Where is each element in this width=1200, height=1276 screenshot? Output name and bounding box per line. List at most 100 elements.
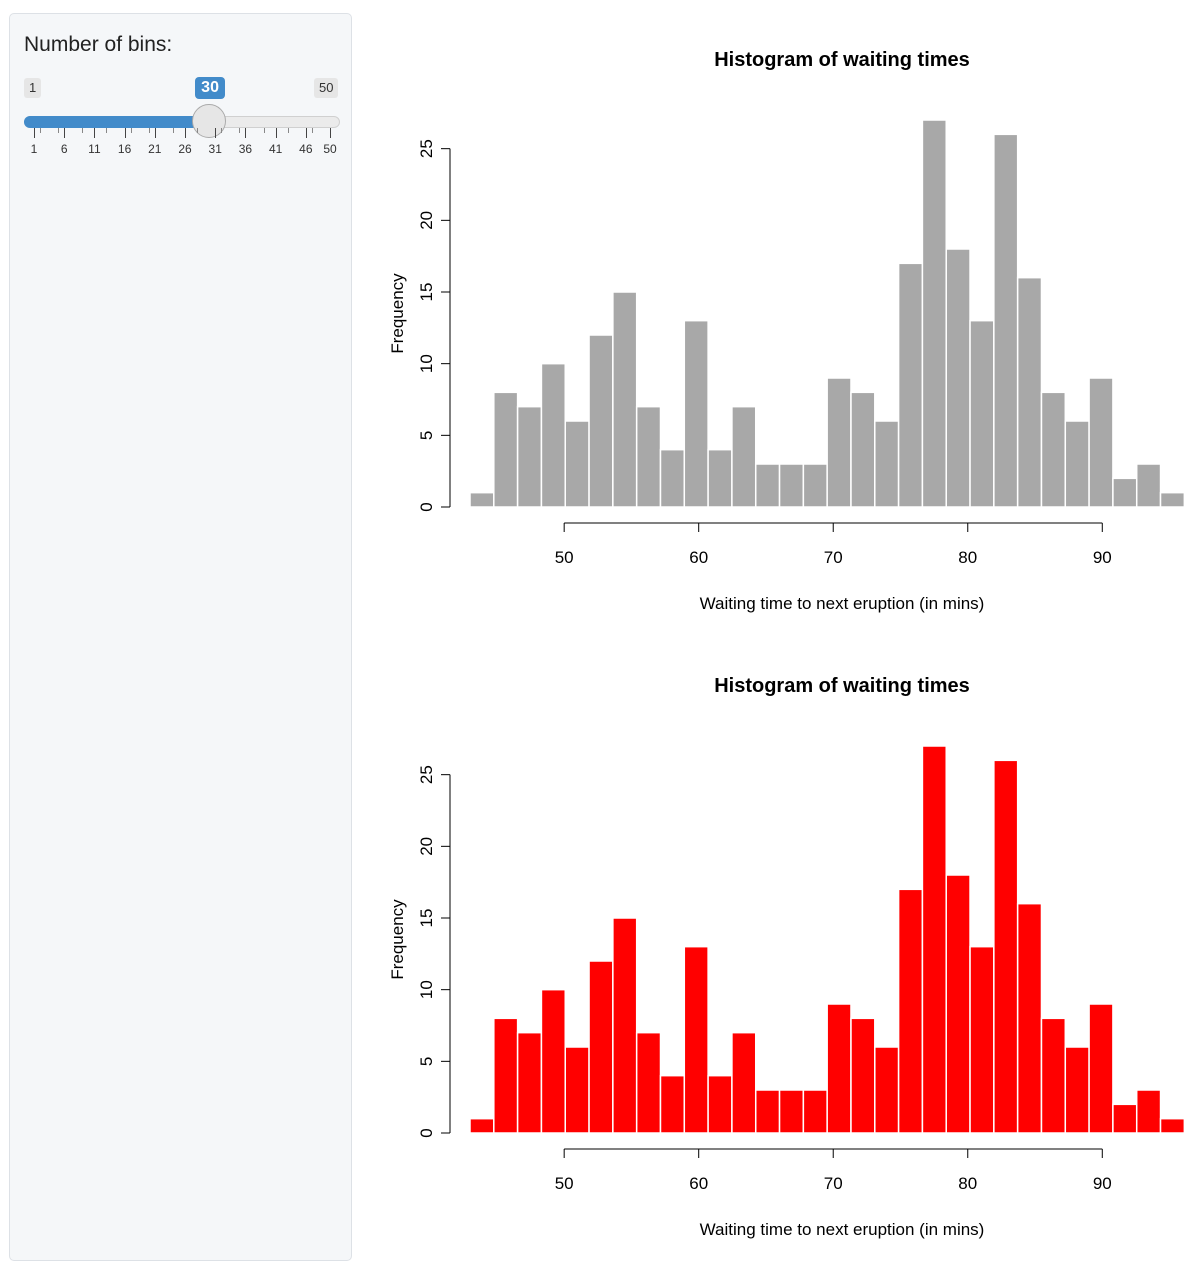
histogram-bar (1016, 902, 1043, 1134)
histogram-bar (540, 362, 566, 508)
histogram-bar (1016, 276, 1043, 508)
histogram-bar (493, 1017, 519, 1134)
histogram-bar (707, 1074, 733, 1134)
histogram-bar (635, 405, 662, 508)
slider-major-tick (330, 128, 331, 138)
histogram-bar (493, 391, 519, 508)
x-tick-label: 70 (824, 548, 843, 567)
y-tick-label: 5 (417, 1057, 436, 1066)
slider-tick-label: 26 (178, 142, 192, 156)
histogram-bar (969, 319, 995, 508)
slider-major-tick (34, 128, 35, 138)
histogram-bar (874, 1046, 900, 1134)
histogram-bar (469, 491, 495, 508)
slider-tick-label: 50 (323, 142, 337, 156)
histogram-bar (564, 420, 590, 508)
histogram-bar (850, 391, 876, 508)
histogram-bar (1040, 391, 1067, 508)
histogram-bar (731, 1031, 757, 1134)
histogram-bar (826, 377, 852, 508)
histogram-bar (588, 334, 614, 508)
histogram-bar (683, 319, 709, 508)
sidebar-panel: Number of bins: 1 50 30 1 6 11 16 21 26 31 36 41… (9, 13, 352, 1261)
slider-tick-label: 31 (208, 142, 222, 156)
slider-minor-tick (197, 128, 199, 133)
histogram-bar (897, 262, 924, 508)
histogram-bar (659, 448, 686, 508)
histogram-bar (921, 745, 947, 1134)
slider-minor-tick (172, 128, 174, 133)
slider-tick-label: 1 (30, 142, 38, 156)
histogram-bar (1040, 1017, 1067, 1134)
y-tick-label: 20 (417, 211, 436, 230)
slider-minor-tick (263, 128, 265, 133)
bins-slider[interactable]: 1 50 30 1 6 11 16 21 26 31 36 41 46 50 (24, 74, 340, 184)
chart-title: Histogram of waiting times (714, 675, 970, 697)
slider-label: Number of bins: (24, 33, 173, 56)
slider-minor-tick (221, 128, 223, 133)
histogram-bar (612, 291, 638, 508)
histogram-bar (707, 448, 733, 508)
histogram-bar (826, 1003, 852, 1134)
slider-major-tick (64, 128, 66, 138)
histogram-bar (993, 133, 1019, 508)
slider-tick-label: 41 (268, 142, 283, 156)
slider-ticks: 1 6 11 16 21 26 31 36 41 46 50 (24, 128, 340, 178)
histogram-bar (993, 759, 1019, 1134)
x-tick-label: 80 (958, 1174, 977, 1193)
histogram-bar (588, 960, 614, 1134)
histogram-bar (659, 1074, 686, 1134)
slider-minor-tick (239, 128, 241, 133)
histogram-bar (850, 1017, 876, 1134)
slider-minor-tick (58, 128, 60, 133)
y-tick-label: 15 (417, 283, 436, 302)
y-tick-label: 5 (417, 431, 436, 440)
x-axis-label: Waiting time to next eruption (in mins) (700, 1220, 985, 1239)
histogram-bar (612, 917, 638, 1134)
slider-major-tick (215, 128, 217, 138)
slider-minor-tick (82, 128, 84, 133)
slider-tick-label: 46 (299, 142, 313, 156)
x-tick-label: 60 (689, 1174, 708, 1193)
slider-minor-tick (287, 128, 289, 133)
histogram-bar (778, 463, 805, 508)
y-tick-label: 15 (417, 909, 436, 928)
slider-major-tick (94, 128, 96, 138)
histogram-bar (1064, 1046, 1090, 1134)
histogram-bar (1159, 491, 1186, 508)
histogram-bar (1088, 1003, 1114, 1134)
slider-tick-label: 6 (60, 142, 68, 156)
y-axis-label: Frequency (388, 899, 407, 980)
histogram-bar (1135, 1089, 1162, 1134)
histogram-bar (1159, 1117, 1186, 1134)
histogram-bar (754, 463, 781, 508)
slider-minor-tick (311, 128, 313, 133)
histogram-bar (921, 119, 947, 508)
y-tick-label: 0 (417, 1128, 436, 1137)
slider-major-tick (185, 128, 187, 138)
y-tick-label: 10 (417, 354, 436, 373)
histogram-bar (1112, 477, 1138, 508)
histogram-bar (874, 420, 900, 508)
slider-minor-tick (148, 128, 150, 133)
slider-tick-label: 16 (117, 142, 132, 156)
x-tick-label: 70 (824, 1174, 843, 1193)
slider-minor-tick (130, 128, 132, 133)
y-axis-label: Frequency (388, 273, 407, 354)
slider-tick-label: 36 (238, 142, 253, 156)
x-tick-label: 90 (1093, 548, 1112, 567)
histogram-bar (731, 405, 757, 508)
slider-max-label: 50 (314, 78, 339, 98)
histogram-bar (945, 874, 971, 1134)
histogram-bar (945, 248, 971, 508)
y-tick-label: 20 (417, 837, 436, 856)
histogram-bar (802, 1089, 828, 1134)
slider-major-tick (305, 128, 307, 138)
x-tick-label: 80 (958, 548, 977, 567)
histogram-bar (683, 945, 709, 1134)
histogram-bar (802, 463, 828, 508)
x-tick-label: 50 (555, 1174, 574, 1193)
x-tick-label: 50 (555, 548, 574, 567)
slider-minor-tick (106, 128, 108, 133)
